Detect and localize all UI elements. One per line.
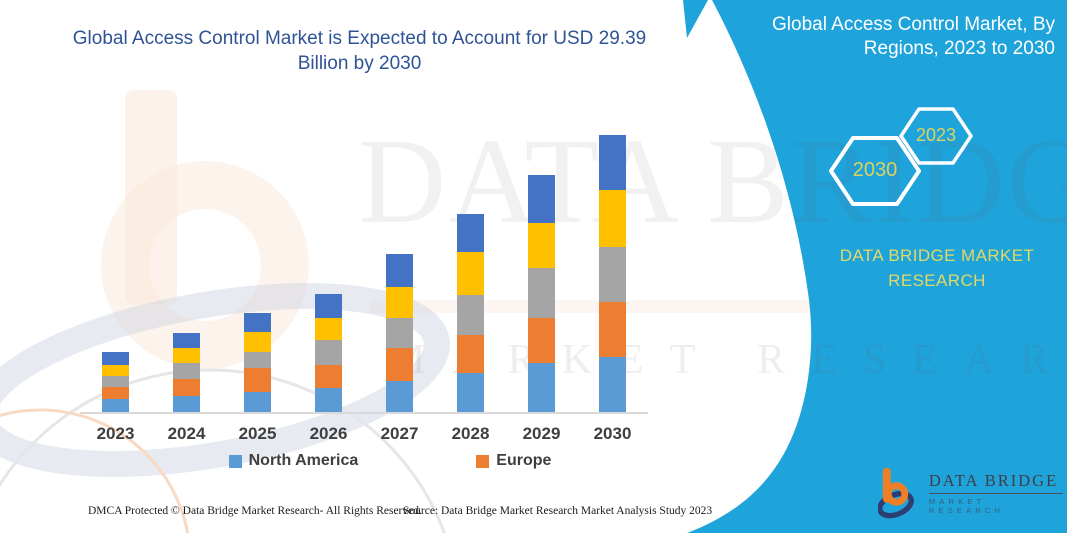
bar-segment-2028 bbox=[457, 294, 484, 336]
databridge-logo: DATA BRIDGE MARKET RESEARCH bbox=[878, 462, 1063, 524]
bar-stack-2025 bbox=[244, 313, 271, 412]
bar-column-2030 bbox=[577, 135, 648, 412]
x-axis-label-2028: 2028 bbox=[451, 424, 490, 443]
bar-segment-2030 bbox=[599, 246, 626, 302]
bar-segment-2027 bbox=[386, 286, 413, 319]
bar-segment-2030 bbox=[599, 357, 626, 412]
x-axis-label-2027: 2027 bbox=[380, 424, 419, 443]
bar-stack-2024 bbox=[173, 332, 200, 412]
bar-segment-2024 bbox=[173, 348, 200, 364]
bar-segment-2025 bbox=[244, 392, 271, 412]
bar-segment-2029 bbox=[528, 363, 555, 412]
x-axis-label-2024: 2024 bbox=[167, 424, 206, 443]
bar-stack-2023 bbox=[102, 351, 129, 412]
source-note: Source: Data Bridge Market Research Mark… bbox=[403, 505, 713, 517]
bar-segment-2029 bbox=[528, 318, 555, 364]
banner-title: Global Access Control Market, By Regions… bbox=[770, 13, 1055, 61]
bar-segment-2024 bbox=[173, 332, 200, 349]
databridge-logo-mark-icon bbox=[878, 467, 914, 519]
banner-brand-line1: DATA BRIDGE MARKET bbox=[839, 246, 1035, 265]
bar-segment-2025 bbox=[244, 313, 271, 332]
bar-segment-2027 bbox=[386, 348, 413, 382]
bar-segment-2026 bbox=[315, 364, 342, 389]
bar-column-2023 bbox=[80, 135, 151, 412]
bar-segment-2023 bbox=[102, 364, 129, 377]
banner-title-line1: Global Access Control Market, By bbox=[772, 14, 1055, 35]
bar-segment-2023 bbox=[102, 398, 129, 412]
x-axis-label-2025: 2025 bbox=[238, 424, 277, 443]
bar-segment-2025 bbox=[244, 331, 271, 352]
chart-title-line2: Billion by 2030 bbox=[297, 53, 422, 74]
x-axis-label-2029: 2029 bbox=[522, 424, 561, 443]
dmca-notice: DMCA Protected © Data Bridge Market Rese… bbox=[88, 505, 422, 517]
bar-segment-2028 bbox=[457, 335, 484, 374]
x-axis-label-2026: 2026 bbox=[309, 424, 348, 443]
hexagon-2023-label: 2023 bbox=[915, 125, 957, 145]
bar-segment-2028 bbox=[457, 252, 484, 295]
banner-brand-line2: RESEARCH bbox=[888, 271, 986, 290]
bar-segment-2030 bbox=[599, 301, 626, 358]
x-axis-label-2023: 2023 bbox=[96, 424, 135, 443]
bar-segment-2030 bbox=[599, 189, 626, 247]
chart-title: Global Access Control Market is Expected… bbox=[72, 26, 647, 76]
bar-segment-2023 bbox=[102, 351, 129, 365]
bar-segment-2027 bbox=[386, 253, 413, 287]
logo-name: DATA BRIDGE bbox=[928, 471, 1063, 494]
legend-item-europe: Europe bbox=[476, 452, 551, 470]
bar-stack-2027 bbox=[386, 253, 413, 412]
banner-corner-triangle bbox=[683, 0, 708, 38]
bar-column-2029 bbox=[506, 135, 577, 412]
hexagon-badges bbox=[829, 107, 973, 206]
bar-segment-2029 bbox=[528, 268, 555, 319]
chart-legend: North America Europe bbox=[80, 452, 700, 470]
legend-swatch-icon bbox=[228, 454, 242, 468]
bar-segment-2023 bbox=[102, 376, 129, 388]
bar-segment-2026 bbox=[315, 339, 342, 365]
bar-column-2027 bbox=[364, 135, 435, 412]
bar-segment-2027 bbox=[386, 381, 413, 412]
banner-brand-text: DATA BRIDGE MARKET RESEARCH bbox=[828, 243, 1046, 293]
bar-segment-2026 bbox=[315, 388, 342, 412]
bar-segment-2030 bbox=[599, 135, 626, 190]
bar-column-2028 bbox=[435, 135, 506, 412]
bar-segment-2027 bbox=[386, 318, 413, 349]
legend-label: North America bbox=[248, 452, 359, 469]
bar-chart-plot-area bbox=[80, 135, 648, 414]
bar-stack-2030 bbox=[599, 135, 626, 412]
bar-segment-2025 bbox=[244, 368, 271, 393]
bar-segment-2028 bbox=[457, 373, 484, 412]
bar-segment-2024 bbox=[173, 363, 200, 380]
bar-column-2024 bbox=[151, 135, 222, 412]
chart-title-line1: Global Access Control Market is Expected… bbox=[72, 28, 647, 49]
bar-stack-2029 bbox=[528, 175, 555, 412]
legend-swatch-icon bbox=[476, 454, 490, 468]
bar-segment-2026 bbox=[315, 318, 342, 340]
logo-subtitle: MARKET RESEARCH bbox=[928, 497, 1005, 515]
bar-segment-2025 bbox=[244, 351, 271, 369]
bar-segment-2023 bbox=[102, 387, 129, 399]
bar-segment-2029 bbox=[528, 223, 555, 269]
hexagon-2030-label: 2030 bbox=[852, 159, 898, 181]
legend-item-north-america: North America bbox=[228, 452, 359, 470]
x-axis-labels: 2023 2024 2025 2026 2027 2028 2029 2030 bbox=[80, 424, 648, 444]
bar-stack-2028 bbox=[457, 214, 484, 412]
logo-text-block: DATA BRIDGE MARKET RESEARCH bbox=[928, 471, 1063, 515]
bar-segment-2026 bbox=[315, 294, 342, 319]
bar-segment-2029 bbox=[528, 175, 555, 224]
bar-column-2025 bbox=[222, 135, 293, 412]
banner-title-line2: Regions, 2023 to 2030 bbox=[863, 38, 1055, 59]
legend-label: Europe bbox=[496, 452, 552, 469]
x-axis-label-2030: 2030 bbox=[593, 424, 632, 443]
bar-stack-2026 bbox=[315, 294, 342, 412]
bar-column-2026 bbox=[293, 135, 364, 412]
bar-segment-2024 bbox=[173, 396, 200, 412]
bar-segment-2028 bbox=[457, 214, 484, 253]
bar-segment-2024 bbox=[173, 379, 200, 397]
